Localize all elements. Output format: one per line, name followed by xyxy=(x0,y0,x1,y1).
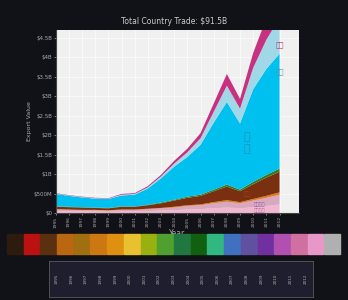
Text: 2012: 2012 xyxy=(303,274,307,284)
Text: 1995: 1995 xyxy=(55,274,59,284)
Text: 2004: 2004 xyxy=(186,274,190,284)
Text: 1996: 1996 xyxy=(69,274,73,284)
Text: 仪器: 仪器 xyxy=(275,41,284,48)
Text: 2009: 2009 xyxy=(259,274,263,284)
Text: 2001: 2001 xyxy=(142,274,147,284)
Text: 机
械: 机 械 xyxy=(243,132,250,154)
Text: Total Country Trade: $91.5B: Total Country Trade: $91.5B xyxy=(121,16,227,26)
Text: 2002: 2002 xyxy=(157,274,161,284)
Text: 2010: 2010 xyxy=(274,274,278,284)
Text: 2007: 2007 xyxy=(230,274,234,284)
Text: 1999: 1999 xyxy=(113,274,117,284)
Text: 1998: 1998 xyxy=(98,274,103,284)
Text: 2011: 2011 xyxy=(288,274,293,284)
Text: 2000: 2000 xyxy=(128,274,132,284)
Text: 塑料橡胶: 塑料橡胶 xyxy=(254,202,266,207)
Text: 化工产品: 化工产品 xyxy=(254,208,266,213)
Text: 2003: 2003 xyxy=(172,274,176,284)
X-axis label: Year: Year xyxy=(169,229,185,238)
Text: 2005: 2005 xyxy=(201,274,205,284)
Text: 2006: 2006 xyxy=(215,274,220,284)
Text: 2008: 2008 xyxy=(245,274,249,284)
Text: 运输: 运输 xyxy=(275,69,284,75)
Text: 金属: 金属 xyxy=(243,192,250,197)
Text: 1997: 1997 xyxy=(84,274,88,284)
Y-axis label: Export Value: Export Value xyxy=(27,102,32,141)
